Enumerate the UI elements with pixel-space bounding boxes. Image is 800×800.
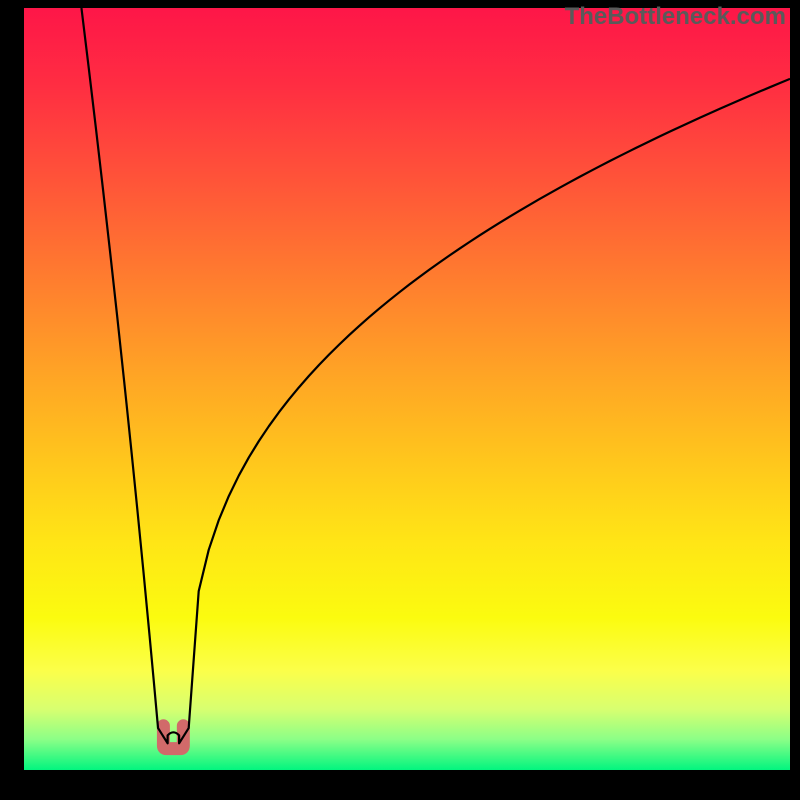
- gradient-background: [24, 8, 790, 770]
- watermark-text: TheBottleneck.com: [565, 3, 786, 31]
- chart-plot-area: [24, 8, 790, 770]
- frame-border: [790, 0, 800, 800]
- frame-border: [0, 770, 800, 800]
- frame-border: [0, 0, 24, 800]
